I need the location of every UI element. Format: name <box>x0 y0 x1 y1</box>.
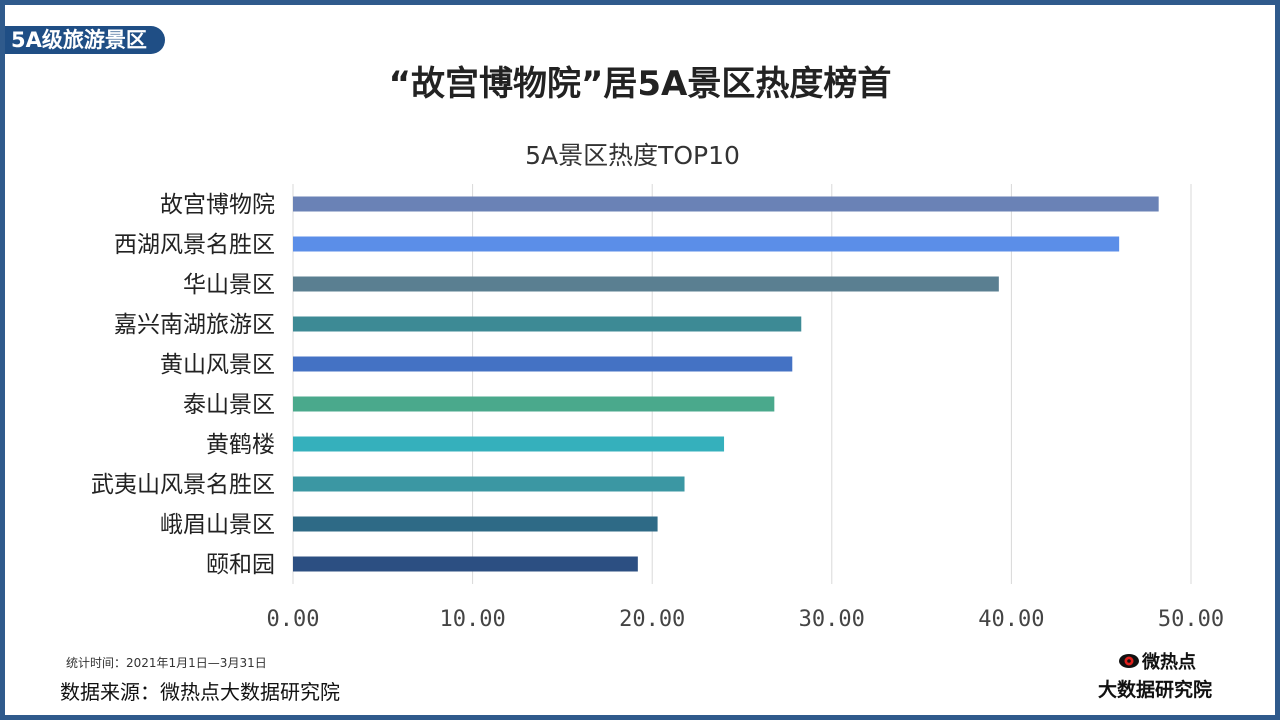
bar <box>293 396 775 412</box>
x-tick-label: 30.00 <box>799 607 865 632</box>
bar <box>293 276 999 292</box>
x-tick-label: 20.00 <box>619 607 685 632</box>
eye-logo-icon <box>1119 654 1139 668</box>
bar <box>293 436 725 452</box>
bar <box>293 356 793 372</box>
bar <box>293 316 802 332</box>
category-label: 峨眉山景区 <box>160 512 275 538</box>
data-source: 数据来源：微热点大数据研究院 <box>60 680 340 704</box>
x-tick-label: 0.00 <box>267 607 320 632</box>
logo: 微热点 大数据研究院 <box>1098 648 1238 704</box>
category-label: 西湖风景名胜区 <box>114 232 275 258</box>
x-tick-label: 50.00 <box>1158 607 1224 632</box>
statistics-period: 统计时间：2021年1月1日—3月31日 <box>66 656 267 670</box>
category-label: 武夷山风景名胜区 <box>91 472 275 498</box>
x-tick-label: 40.00 <box>978 607 1044 632</box>
category-label: 黄鹤楼 <box>206 432 275 458</box>
category-label: 华山景区 <box>183 272 275 298</box>
x-tick-label: 10.00 <box>439 607 505 632</box>
logo-subtitle: 大数据研究院 <box>1098 679 1213 701</box>
page-title: “故宫博物院”居5A景区热度榜首 <box>388 64 892 104</box>
category-label: 故宫博物院 <box>160 192 275 218</box>
bar <box>293 556 638 572</box>
chart-title: 5A景区热度TOP10 <box>525 141 740 170</box>
bar <box>293 516 658 532</box>
category-label: 嘉兴南湖旅游区 <box>114 312 275 338</box>
bar <box>293 196 1159 212</box>
logo-name: 微热点 <box>1142 652 1196 673</box>
section-tag: 5A级旅游景区 <box>5 26 165 54</box>
category-label: 黄山风景区 <box>160 352 275 378</box>
bar <box>293 236 1120 252</box>
category-label: 颐和园 <box>206 552 275 578</box>
bar <box>293 476 685 492</box>
category-label: 泰山景区 <box>183 392 275 418</box>
